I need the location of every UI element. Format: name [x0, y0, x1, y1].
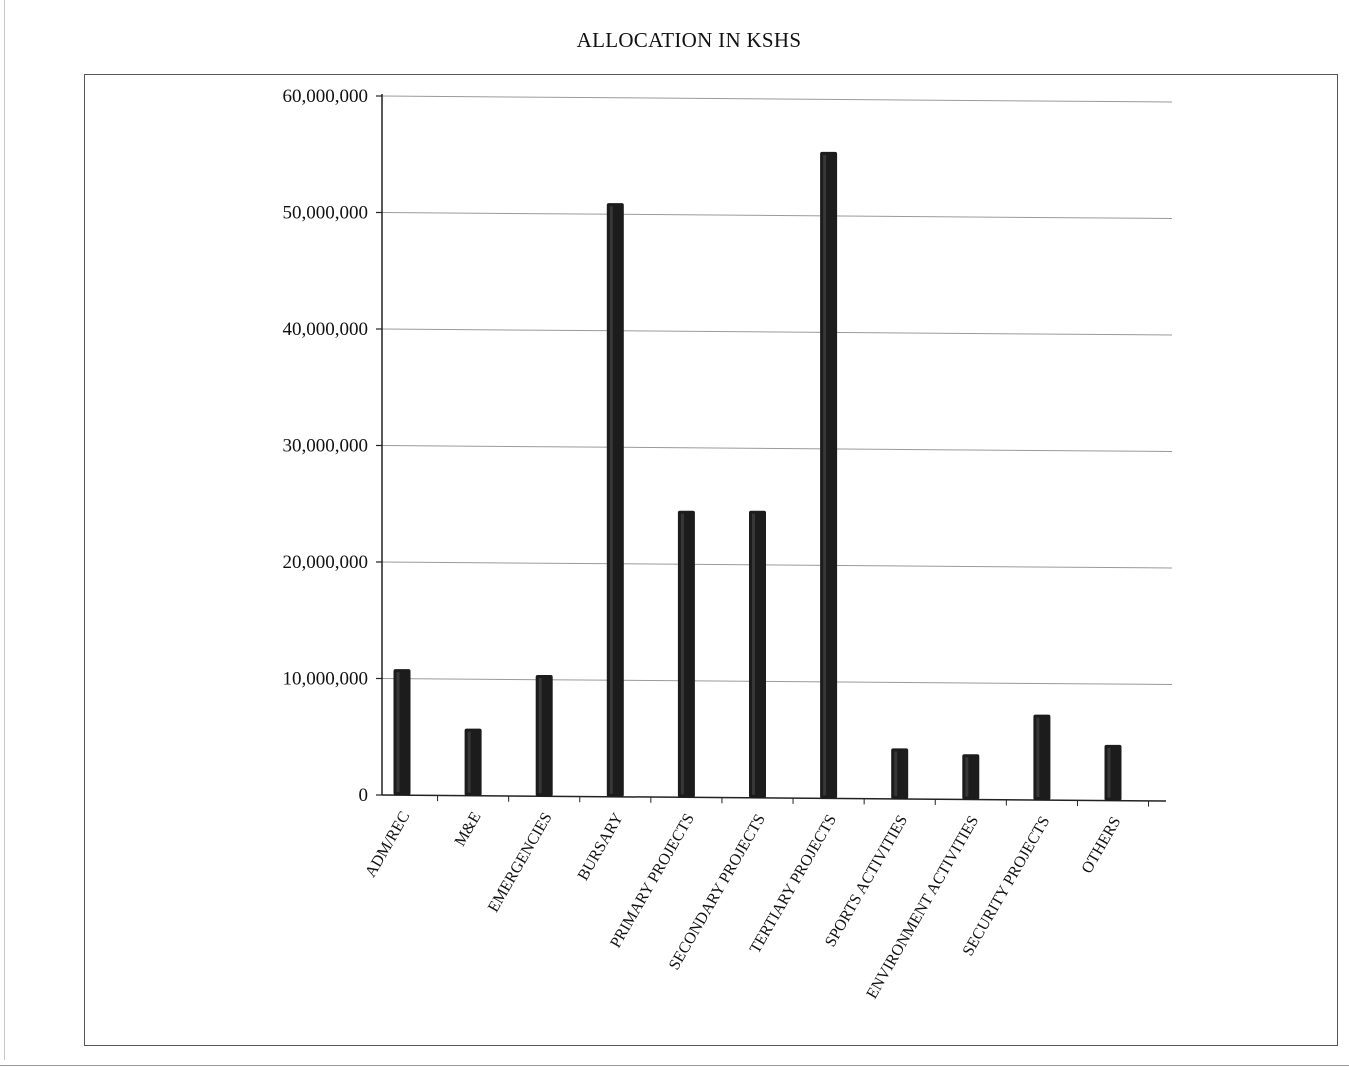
bar-highlight	[823, 154, 827, 796]
bar	[464, 728, 482, 796]
chart-frame	[84, 74, 1338, 1046]
y-tick-label: 20,000,000	[283, 552, 369, 573]
bar	[1033, 714, 1051, 801]
bar-highlight	[1107, 747, 1111, 798]
bar-highlight	[680, 513, 684, 795]
gridline	[381, 212, 1173, 219]
gridline	[381, 95, 1173, 103]
gridline	[381, 328, 1173, 336]
bar-highlight	[609, 206, 613, 794]
y-tick-label: 10,000,000	[283, 669, 369, 690]
bar	[535, 675, 553, 797]
bar-highlight	[1036, 717, 1040, 798]
bar	[820, 151, 838, 799]
x-tick-label: EMERGENCIES	[485, 810, 556, 915]
bar	[962, 754, 980, 800]
bar-highlight	[396, 672, 400, 793]
y-tick-label: 60,000,000	[283, 86, 369, 107]
bar	[1104, 744, 1122, 801]
x-tick-label: PRIMARY PROJECTS	[607, 811, 698, 951]
bar	[606, 203, 624, 797]
page-left-rule	[4, 0, 5, 1060]
chart-title: ALLOCATION IN KSHS	[576, 28, 802, 52]
bar-highlight	[538, 678, 542, 794]
x-tick-label: OTHERS	[1079, 814, 1125, 876]
y-tick-label: 40,000,000	[283, 319, 369, 340]
gridline	[381, 678, 1173, 685]
y-tick-label: 30,000,000	[283, 436, 369, 457]
bar-highlight	[894, 751, 898, 796]
bar	[891, 748, 909, 799]
bar-highlight	[467, 731, 471, 793]
page-bottom-rule	[0, 1065, 1349, 1066]
bar	[677, 510, 695, 798]
x-tick-label: ADM/REC	[362, 809, 413, 881]
y-tick-label: 50,000,000	[283, 203, 369, 224]
bar-highlight	[965, 757, 969, 797]
bar-highlight	[752, 513, 755, 795]
y-tick-label: 0	[359, 785, 369, 806]
gridline	[381, 445, 1173, 452]
x-tick-label: BURSARY	[575, 810, 627, 884]
bar	[393, 669, 411, 796]
x-tick-label: SPORTS ACTIVITIES	[822, 812, 911, 949]
gridline	[381, 561, 1173, 569]
bar	[749, 510, 766, 798]
x-tick-label: M&E	[452, 809, 485, 849]
